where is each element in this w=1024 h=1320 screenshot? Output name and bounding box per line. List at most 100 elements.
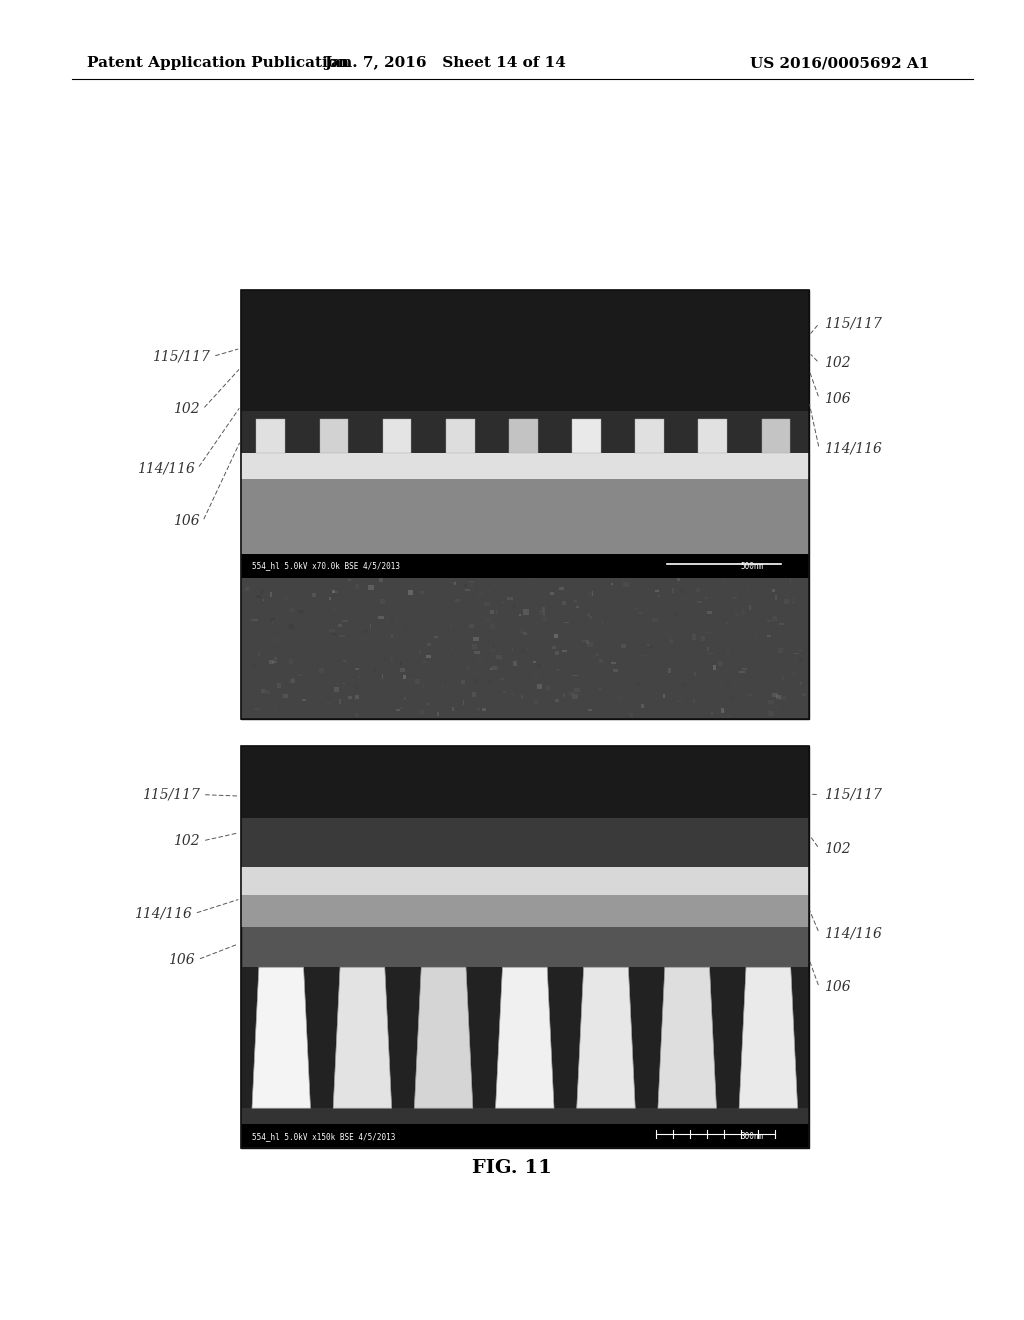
Bar [609, 704, 615, 705]
Bar [431, 556, 432, 558]
Text: Patent Application Publication: Patent Application Publication [87, 57, 349, 70]
Bar [304, 576, 305, 578]
Text: 102: 102 [824, 356, 851, 370]
Bar [519, 564, 523, 566]
Bar [302, 698, 306, 701]
Bar [241, 290, 809, 719]
Bar [471, 585, 473, 586]
Polygon shape [415, 968, 473, 1109]
Bar [426, 655, 431, 657]
Bar [692, 569, 697, 572]
Bar [489, 610, 494, 614]
Bar [635, 418, 664, 453]
Bar [765, 623, 766, 624]
Bar [241, 867, 809, 895]
Bar [289, 659, 294, 664]
Bar [241, 290, 809, 719]
Bar [726, 651, 730, 656]
Bar [596, 652, 599, 656]
Bar [695, 564, 700, 568]
Bar [772, 590, 775, 593]
Bar [399, 663, 401, 665]
Bar [537, 664, 541, 668]
Text: 106: 106 [168, 953, 195, 966]
Bar [495, 668, 499, 669]
Polygon shape [577, 968, 635, 1109]
Bar [799, 659, 803, 663]
Bar [514, 566, 517, 569]
Bar [697, 652, 699, 656]
Bar [383, 418, 412, 453]
Bar [397, 560, 399, 562]
Bar [490, 624, 495, 630]
Bar [550, 593, 554, 595]
Bar [452, 708, 454, 711]
Bar [639, 562, 643, 564]
Bar [325, 564, 328, 566]
Bar [803, 693, 806, 697]
Bar [675, 612, 679, 616]
Bar [348, 578, 351, 581]
Bar [610, 583, 612, 585]
Bar [276, 560, 280, 561]
Bar [319, 639, 324, 642]
Bar [274, 620, 280, 622]
Bar [746, 585, 750, 587]
Bar [263, 599, 264, 601]
Bar [599, 659, 603, 663]
Bar [598, 689, 601, 690]
Bar [441, 557, 447, 561]
Text: 106: 106 [173, 515, 200, 528]
Bar [419, 651, 421, 653]
Bar [369, 585, 374, 590]
Bar [241, 557, 809, 719]
Bar [312, 560, 315, 564]
Bar [768, 557, 769, 560]
Bar [513, 558, 516, 560]
Bar [455, 653, 457, 655]
Bar [514, 560, 518, 564]
Bar [485, 590, 490, 593]
Bar [254, 558, 257, 564]
Bar [785, 701, 786, 702]
Bar [364, 576, 368, 579]
Bar [518, 614, 521, 616]
Bar [532, 661, 536, 663]
Bar [634, 579, 637, 581]
Bar [464, 572, 470, 577]
Bar [706, 632, 712, 634]
Bar [291, 652, 296, 655]
Bar [241, 746, 809, 1148]
Bar [693, 698, 695, 704]
Bar [536, 643, 538, 648]
Bar [379, 578, 383, 582]
Bar [326, 702, 331, 705]
Bar [804, 558, 806, 564]
Bar [523, 632, 526, 635]
Bar [276, 682, 281, 688]
Bar [616, 696, 623, 700]
Bar [581, 640, 587, 643]
Bar [343, 660, 346, 663]
Bar [502, 602, 504, 603]
Bar [423, 661, 426, 663]
Bar [768, 711, 774, 717]
Bar [656, 713, 660, 714]
Bar [445, 418, 474, 453]
Bar [569, 692, 574, 697]
Bar [520, 558, 523, 561]
Bar [279, 708, 280, 710]
Bar [790, 579, 792, 582]
Text: 115/117: 115/117 [824, 788, 883, 801]
Bar [474, 651, 480, 653]
Bar [559, 587, 564, 590]
Bar [494, 562, 499, 564]
Bar [707, 647, 710, 652]
Bar [382, 675, 383, 680]
Bar [538, 684, 543, 689]
Bar [299, 640, 303, 642]
Bar [748, 694, 753, 696]
Bar [677, 700, 682, 702]
Bar [537, 682, 539, 685]
Bar [555, 651, 559, 655]
